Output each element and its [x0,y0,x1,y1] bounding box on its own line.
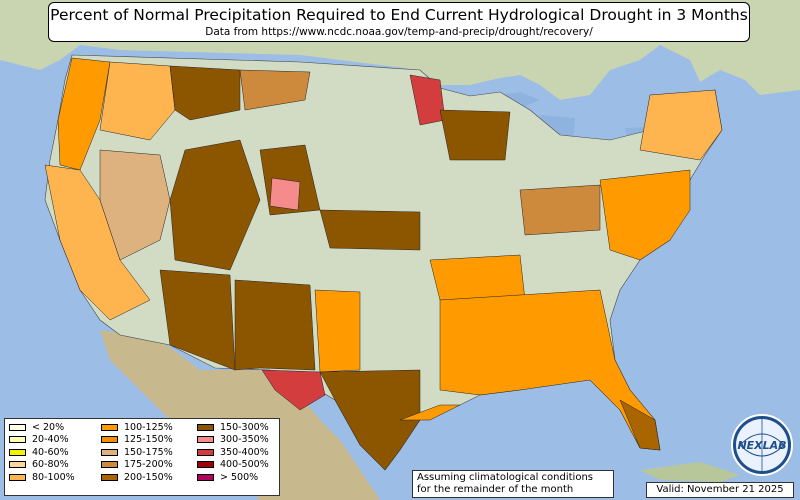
legend-item: 150-175% [101,446,173,459]
legend: < 20% 20-40% 40-60% 60-80% 80-100% 100-1… [4,418,280,496]
legend-label: 20-40% [32,434,69,446]
legend-label: 400-500% [220,459,269,471]
legend-item: 100-125% [101,421,173,434]
legend-item: 40-60% [9,446,75,459]
legend-label: > 500% [220,471,259,483]
legend-swatch [197,436,214,444]
drought-regions [44,57,723,471]
legend-label: 200-150% [124,471,173,483]
svg-text:NEXLAB: NEXLAB [737,439,786,452]
assumption-note: Assuming climatological conditions for t… [412,470,614,498]
legend-label: 150-300% [220,421,269,433]
note-line-2: for the remainder of the month [417,484,574,495]
valid-date: Valid: November 21 2025 [646,482,794,498]
legend-swatch [9,423,26,431]
legend-swatch [101,461,118,469]
legend-label: 300-350% [220,434,269,446]
legend-label: 125-150% [124,434,173,446]
legend-item: 20-40% [9,434,75,447]
legend-item: 400-500% [197,459,269,472]
legend-swatch [101,473,118,481]
legend-swatch [197,423,214,431]
legend-label: 40-60% [32,446,69,458]
legend-item: 125-150% [101,434,173,447]
map-title: Percent of Normal Precipitation Required… [50,6,748,24]
legend-label: 100-125% [124,421,173,433]
legend-label: 150-175% [124,446,173,458]
legend-item: 80-100% [9,471,75,484]
legend-swatch [197,473,214,481]
cuba-island [640,462,740,482]
legend-item: > 500% [197,471,269,484]
legend-item: 150-300% [197,421,269,434]
nexlab-logo: NEXLAB [731,414,793,476]
legend-swatch [101,448,118,456]
legend-item: < 20% [9,421,75,434]
legend-column-1: < 20% 20-40% 40-60% 60-80% 80-100% [9,421,75,484]
legend-item: 60-80% [9,459,75,472]
legend-item: 300-350% [197,434,269,447]
legend-label: 350-400% [220,446,269,458]
legend-label: 80-100% [32,471,75,483]
legend-swatch [9,473,26,481]
legend-swatch [9,461,26,469]
legend-label: 60-80% [32,459,69,471]
mexico-landmass [100,330,380,500]
legend-label: 175-200% [124,459,173,471]
legend-column-2: 100-125% 125-150% 150-175% 175-200% 200-… [101,421,173,484]
legend-item: 175-200% [101,459,173,472]
legend-swatch [197,461,214,469]
map-subtitle: Data from https://www.ncdc.noaa.gov/temp… [205,26,593,38]
legend-swatch [9,448,26,456]
legend-swatch [9,436,26,444]
legend-swatch [101,436,118,444]
note-line-1: Assuming climatological conditions [417,472,593,483]
legend-item: 200-150% [101,471,173,484]
legend-swatch [101,423,118,431]
legend-item: 350-400% [197,446,269,459]
legend-label: < 20% [32,421,65,433]
legend-column-3: 150-300% 300-350% 350-400% 400-500% > 50… [197,421,269,484]
legend-swatch [197,448,214,456]
title-box: Percent of Normal Precipitation Required… [48,2,750,42]
